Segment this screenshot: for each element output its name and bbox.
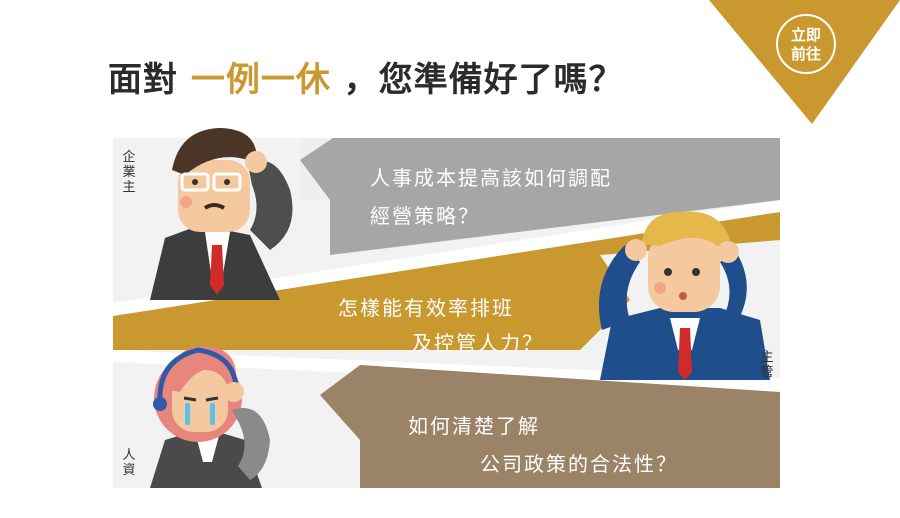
- bubble-owner: [300, 138, 780, 255]
- role-label-manager: 主管: [760, 350, 774, 380]
- owner-question-line1: 人事成本提高該如何調配: [370, 166, 612, 190]
- manager-question-line2: 及控管人力？: [412, 331, 544, 355]
- title-prefix: 面對: [108, 60, 178, 100]
- manager-figure: [598, 211, 770, 380]
- owner-question-line2: 經營策略？: [370, 204, 480, 228]
- cta-triangle[interactable]: [0, 0, 900, 130]
- hr-question-line2: 公司政策的合法性？: [480, 452, 678, 476]
- role-label-hr: 人資: [122, 448, 136, 478]
- separator-1: [113, 200, 780, 316]
- role-label-owner: 企業主: [122, 150, 136, 195]
- business-owner-figure: [150, 128, 293, 300]
- title-highlight: 一例一休: [190, 60, 331, 100]
- manager-question-line1: 怎樣能有效率排班: [338, 296, 514, 320]
- hr-question-line1: 如何清楚了解: [408, 414, 540, 438]
- bubble-hr: [320, 365, 780, 488]
- page-title: 面對 一例一休 ，您準備好了嗎？: [108, 52, 624, 101]
- title-suffix: ，您準備好了嗎？: [343, 60, 624, 100]
- hr-figure: [150, 345, 270, 488]
